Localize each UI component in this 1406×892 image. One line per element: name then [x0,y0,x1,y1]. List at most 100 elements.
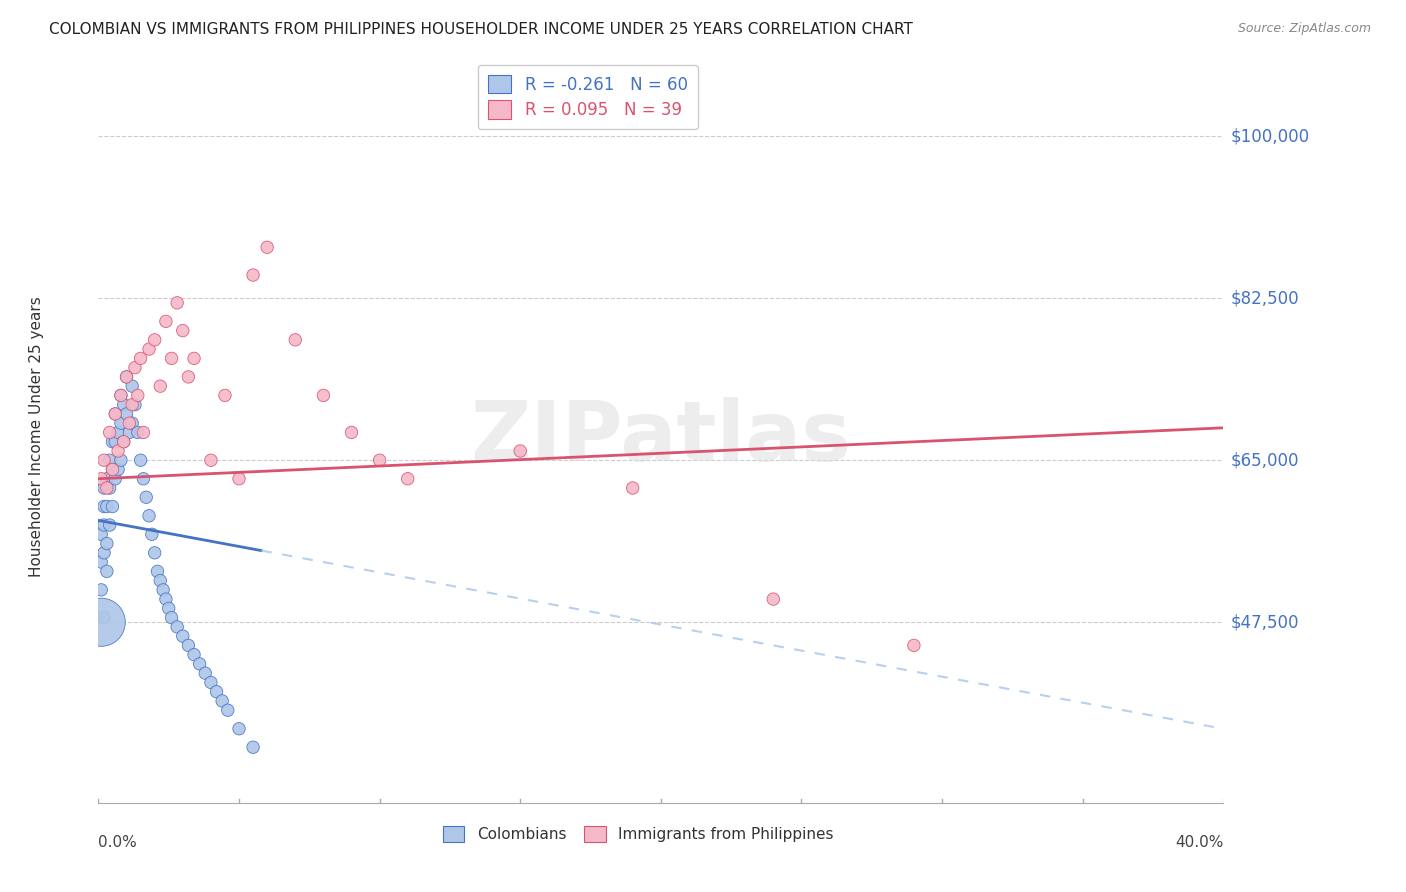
Text: $100,000: $100,000 [1232,128,1310,145]
Point [121,379,143,393]
Point [96,565,118,579]
Point [211,694,233,708]
Point [138,342,160,356]
Point [396,472,419,486]
Point [90,527,112,541]
Point [340,425,363,440]
Point [110,388,132,402]
Point [118,425,141,440]
Point [110,416,132,430]
Point [98,481,121,495]
Point [166,620,188,634]
Point [124,398,146,412]
Point [155,314,177,328]
Point [135,490,157,504]
Text: $82,500: $82,500 [1232,289,1299,307]
Text: ZIPatlas: ZIPatlas [471,397,851,477]
Point [107,462,129,476]
Point [98,453,121,467]
Point [160,351,183,366]
Text: $47,500: $47,500 [1232,614,1299,632]
Point [903,639,925,653]
Point [101,462,124,476]
Point [205,684,228,698]
Point [368,453,391,467]
Point [312,388,335,402]
Point [96,500,118,514]
Point [121,416,143,430]
Point [98,518,121,533]
Point [96,481,118,495]
Point [149,379,172,393]
Point [509,444,531,458]
Point [124,360,146,375]
Point [284,333,307,347]
Point [93,518,115,533]
Point [104,407,127,421]
Point [172,324,194,338]
Point [762,592,785,607]
Point [152,582,174,597]
Point [115,370,138,384]
Point [155,592,177,607]
Point [112,398,135,412]
Text: Householder Income Under 25 years: Householder Income Under 25 years [30,297,44,577]
Point [104,472,127,486]
Text: 0.0%: 0.0% [98,835,138,850]
Point [177,370,200,384]
Legend: Colombians, Immigrants from Philippines: Colombians, Immigrants from Philippines [436,818,841,850]
Point [138,508,160,523]
Point [93,500,115,514]
Point [228,722,250,736]
Point [110,388,132,402]
Text: $65,000: $65,000 [1232,451,1299,469]
Point [217,703,239,717]
Point [90,472,112,486]
Point [93,453,115,467]
Point [228,472,250,486]
Point [242,268,264,282]
Point [621,481,644,495]
Point [177,639,200,653]
Point [101,462,124,476]
Point [143,546,166,560]
Text: COLOMBIAN VS IMMIGRANTS FROM PHILIPPINES HOUSEHOLDER INCOME UNDER 25 YEARS CORRE: COLOMBIAN VS IMMIGRANTS FROM PHILIPPINES… [49,22,912,37]
Point [149,574,172,588]
Point [101,434,124,449]
Point [90,555,112,569]
Point [104,434,127,449]
Point [188,657,211,671]
Point [127,388,149,402]
Point [166,295,188,310]
Point [146,565,169,579]
Point [143,333,166,347]
Point [141,527,163,541]
Point [107,425,129,440]
Point [90,582,112,597]
Point [121,398,143,412]
Text: Source: ZipAtlas.com: Source: ZipAtlas.com [1237,22,1371,36]
Point [107,444,129,458]
Point [214,388,236,402]
Point [160,610,183,624]
Point [118,416,141,430]
Point [93,610,115,624]
Point [157,601,180,615]
Point [200,675,222,690]
Point [256,240,278,254]
Point [96,472,118,486]
Point [110,453,132,467]
Point [183,648,205,662]
Point [115,370,138,384]
Point [112,434,135,449]
Point [132,472,155,486]
Point [129,351,152,366]
Point [242,740,264,755]
Point [98,425,121,440]
Point [200,453,222,467]
Point [104,407,127,421]
Point [129,453,152,467]
Point [93,546,115,560]
Point [127,425,149,440]
Text: 40.0%: 40.0% [1175,835,1223,850]
